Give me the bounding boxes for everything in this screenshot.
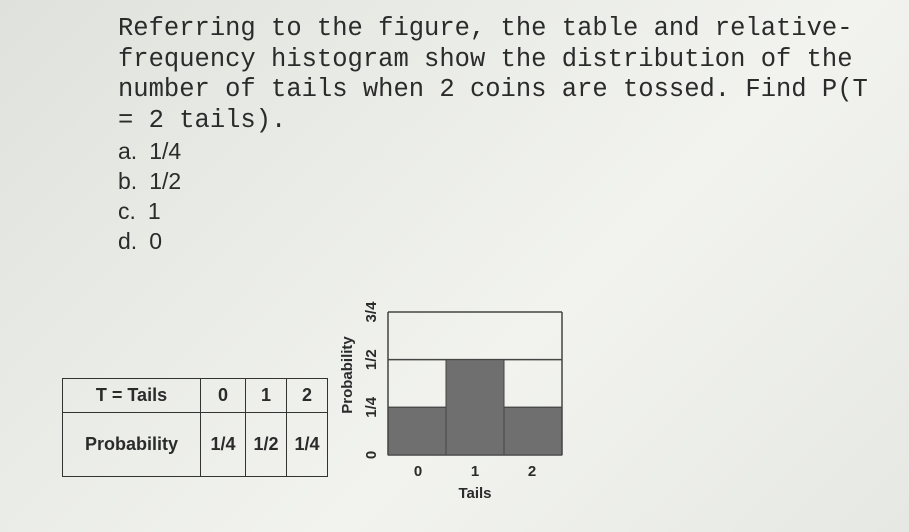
option-text: 1 [147, 198, 161, 224]
y-axis-label: Probability [339, 336, 356, 414]
option[interactable]: c. 1 [118, 198, 161, 225]
option-text: 1/2 [149, 168, 182, 194]
y-tick-label: 0 [363, 451, 380, 459]
x-tick-label: 1 [471, 463, 479, 480]
option[interactable]: d. 0 [118, 228, 162, 255]
option-letter: d. [118, 228, 138, 254]
question: Referring to the figure, the table and r… [118, 14, 868, 135]
option[interactable]: a. 1/4 [118, 138, 181, 165]
y-tick-label: 1/4 [363, 396, 380, 418]
cell: 1/4 [200, 412, 246, 477]
option-letter: a. [118, 138, 138, 164]
x-tick-label: 0 [414, 463, 422, 480]
option-text: 1/4 [149, 138, 182, 164]
y-tick-label: 3/4 [363, 301, 380, 323]
bar [503, 406, 563, 456]
y-tick-label: 1/2 [363, 349, 380, 370]
cell: 1/4 [286, 412, 328, 477]
bar [445, 359, 505, 456]
x-axis-label: Tails [458, 485, 491, 502]
option-letter: c. [118, 198, 136, 224]
option-text: 0 [149, 228, 162, 254]
cell: Probability [62, 412, 201, 477]
option-letter: b. [118, 168, 138, 194]
x-tick-label: 2 [528, 463, 536, 480]
cell: 0 [200, 378, 246, 413]
cell: 2 [286, 378, 328, 413]
distribution-table: T = Tails 0 1 2 Probability 1/4 1/2 1/4 [62, 378, 328, 477]
option[interactable]: b. 1/2 [118, 168, 181, 195]
bar [387, 406, 447, 456]
